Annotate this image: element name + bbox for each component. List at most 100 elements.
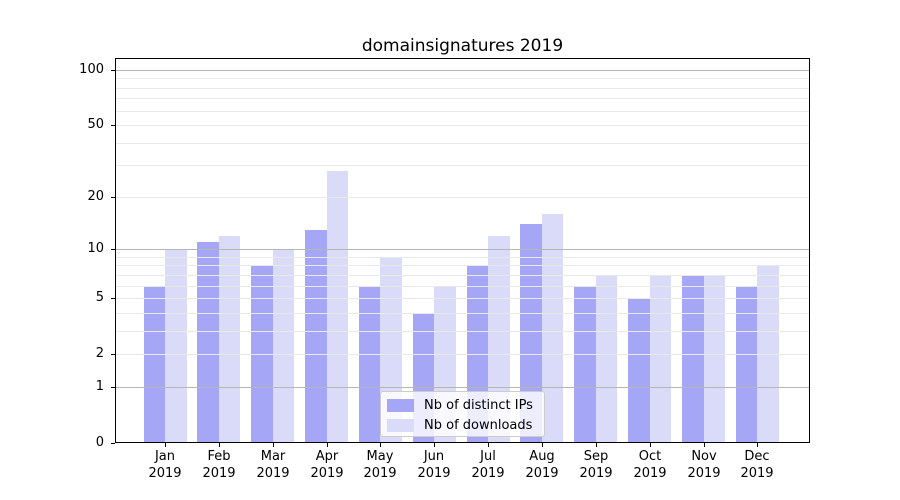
y-tick-label: 2 — [95, 346, 104, 361]
x-tick-year: 2019 — [148, 466, 182, 481]
x-tick-month: Apr — [315, 449, 339, 464]
minor-gridline — [115, 275, 810, 276]
minor-gridline — [115, 165, 810, 166]
x-tick-mark — [327, 443, 328, 447]
minor-gridline — [115, 88, 810, 89]
y-tick-label: 0 — [95, 435, 104, 450]
y-tick-mark — [111, 298, 115, 299]
y-tick-label: 1 — [95, 379, 104, 394]
x-tick-label: Jan 2019 — [133, 448, 197, 482]
y-tick-mark — [111, 443, 115, 444]
legend-item: Nb of distinct IPs — [387, 395, 544, 415]
x-tick-month: Nov — [691, 449, 717, 464]
minor-gridline — [115, 298, 810, 299]
minor-gridline — [115, 354, 810, 355]
x-tick-label: Jun 2019 — [402, 448, 466, 482]
x-tick-year: 2019 — [740, 466, 774, 481]
x-tick-label: Jul 2019 — [456, 448, 520, 482]
x-tick-label: Mar 2019 — [241, 448, 305, 482]
plot-area — [115, 58, 810, 443]
x-tick-year: 2019 — [471, 466, 505, 481]
bar-nov-ips — [682, 274, 704, 443]
major-gridline — [115, 249, 810, 250]
minor-gridline — [115, 98, 810, 99]
bar-nov-downloads — [703, 274, 725, 443]
bar-oct-downloads — [649, 274, 672, 443]
minor-gridline — [115, 125, 810, 126]
x-tick-label: Nov 2019 — [672, 448, 736, 482]
x-tick-month: May — [366, 449, 394, 464]
x-tick-month: Jan — [154, 449, 176, 464]
x-tick-mark — [165, 443, 166, 447]
y-tick-mark — [111, 197, 115, 198]
x-tick-month: Dec — [744, 449, 770, 464]
x-tick-year: 2019 — [256, 466, 290, 481]
minor-gridline — [115, 111, 810, 112]
legend-item: Nb of downloads — [387, 415, 544, 435]
y-tick-mark — [111, 387, 115, 388]
x-tick-year: 2019 — [633, 466, 667, 481]
x-tick-year: 2019 — [687, 466, 721, 481]
minor-gridline — [115, 257, 810, 258]
x-tick-month: Oct — [638, 449, 662, 464]
legend-swatch-downloads — [387, 418, 414, 432]
bar-mar-downloads — [272, 249, 295, 443]
x-tick-year: 2019 — [579, 466, 613, 481]
minor-gridline — [115, 78, 810, 79]
x-tick-mark — [488, 443, 489, 447]
minor-gridline — [115, 313, 810, 314]
x-tick-mark — [434, 443, 435, 447]
minor-gridline — [115, 265, 810, 266]
legend-label: Nb of distinct IPs — [424, 397, 533, 413]
x-tick-mark — [650, 443, 651, 447]
bar-apr-ips — [305, 229, 327, 443]
bar-oct-ips — [628, 298, 650, 443]
x-tick-mark — [542, 443, 543, 447]
minor-gridline — [115, 286, 810, 287]
x-tick-label: Oct 2019 — [618, 448, 682, 482]
x-tick-label: May 2019 — [348, 448, 412, 482]
x-tick-month: Mar — [260, 449, 286, 464]
legend-swatch-ips — [387, 398, 414, 412]
y-tick-label: 100 — [79, 62, 104, 77]
legend: Nb of distinct IPs Nb of downloads — [380, 391, 545, 437]
x-tick-label: Sep 2019 — [564, 448, 628, 482]
bar-aug-ips — [520, 224, 542, 443]
bar-dec-ips — [735, 285, 758, 443]
x-tick-month: Feb — [207, 449, 231, 464]
x-tick-year: 2019 — [525, 466, 559, 481]
legend-label: Nb of downloads — [424, 417, 533, 433]
x-tick-label: Apr 2019 — [295, 448, 359, 482]
x-tick-mark — [704, 443, 705, 447]
major-gridline — [115, 70, 810, 71]
y-tick-mark — [111, 70, 115, 71]
bar-may-ips — [358, 285, 381, 443]
x-tick-mark — [596, 443, 597, 447]
x-tick-label: Feb 2019 — [187, 448, 251, 482]
minor-gridline — [115, 197, 810, 198]
y-tick-mark — [111, 249, 115, 250]
bar-jan-ips — [143, 285, 165, 443]
x-tick-year: 2019 — [417, 466, 451, 481]
x-tick-mark — [219, 443, 220, 447]
y-tick-label: 10 — [87, 241, 104, 256]
major-gridline — [115, 387, 810, 388]
bar-aug-downloads — [541, 214, 564, 443]
bar-apr-downloads — [326, 170, 349, 443]
x-tick-year: 2019 — [310, 466, 344, 481]
minor-gridline — [115, 331, 810, 332]
grid-layer — [115, 58, 810, 443]
x-tick-mark — [380, 443, 381, 447]
y-tick-label: 50 — [87, 117, 104, 132]
x-tick-mark — [273, 443, 274, 447]
y-tick-mark — [111, 354, 115, 355]
x-tick-year: 2019 — [363, 466, 397, 481]
y-tick-label: 5 — [95, 290, 104, 305]
bar-jan-downloads — [165, 249, 187, 443]
x-tick-month: Sep — [583, 449, 609, 464]
x-tick-month: Jun — [423, 449, 445, 464]
x-tick-year: 2019 — [202, 466, 236, 481]
bar-feb-ips — [197, 242, 219, 443]
bar-sep-downloads — [595, 274, 618, 443]
x-tick-label: Dec 2019 — [725, 448, 789, 482]
